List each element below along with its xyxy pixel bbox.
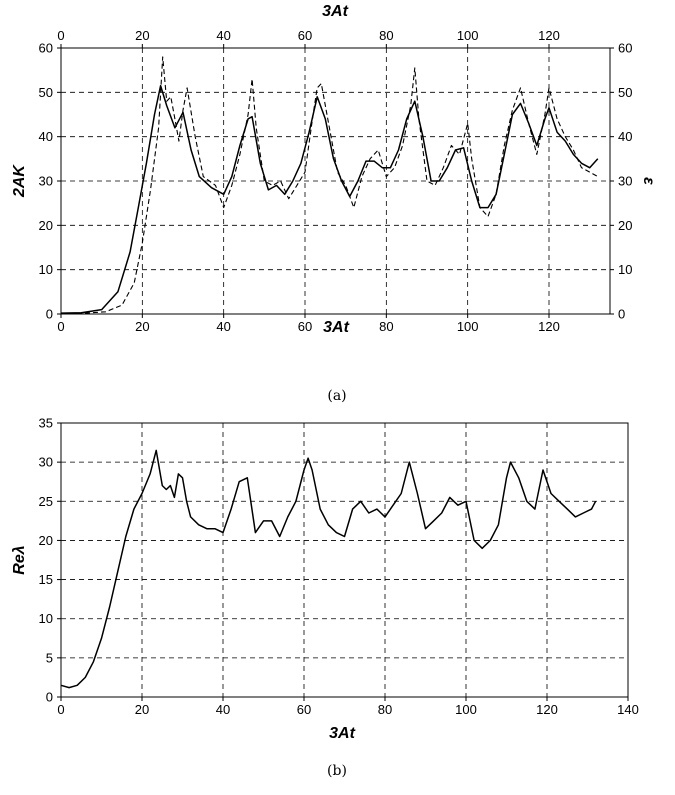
x-tick-label: 60 — [298, 319, 312, 334]
chart-a-caption: (a) — [327, 388, 346, 404]
x-top-tick-label: 120 — [538, 28, 560, 43]
chart-a-right-y-axis-title: ε — [640, 177, 657, 185]
chart-b: 0 20 40 60 80 100 120 140 0 5 10 15 20 25 30 35 3At Reλ… — [11, 416, 639, 780]
y-right-tick-label: 40 — [618, 129, 632, 144]
y-tick-label: 25 — [39, 494, 53, 509]
x-tick-label: 40 — [216, 702, 230, 717]
y-tick-label: 35 — [39, 416, 53, 431]
x-top-tick-label: 80 — [379, 28, 393, 43]
x-tick-label: 80 — [379, 319, 393, 334]
series-line-dashed — [60, 56, 599, 315]
series-line-solid — [60, 84, 599, 314]
x-top-tick-label: 0 — [57, 28, 64, 43]
y-right-tick-label: 20 — [618, 218, 632, 233]
x-tick-label: 120 — [536, 702, 558, 717]
y-tick-label: 20 — [39, 218, 53, 233]
y-tick-label: 10 — [39, 611, 53, 626]
x-tick-label: 120 — [538, 319, 560, 334]
x-tick-label: 20 — [135, 319, 149, 334]
x-tick-label: 100 — [457, 319, 479, 334]
y-right-tick-label: 10 — [618, 262, 632, 277]
y-right-tick-label: 60 — [618, 41, 632, 56]
y-tick-label: 0 — [46, 307, 53, 322]
x-tick-label: 100 — [455, 702, 477, 717]
x-top-tick-label: 20 — [135, 28, 149, 43]
x-top-tick-label: 60 — [298, 28, 312, 43]
y-tick-label: 30 — [39, 174, 53, 189]
x-top-tick-label: 40 — [216, 28, 230, 43]
series-line-solid — [60, 449, 597, 689]
chart-a-series — [60, 56, 599, 315]
x-tick-label: 140 — [617, 702, 639, 717]
chart-a-left-y-axis-title: 2AK — [11, 164, 28, 198]
y-tick-label: 20 — [39, 533, 53, 548]
y-tick-label: 50 — [39, 85, 53, 100]
y-tick-label: 30 — [39, 455, 53, 470]
y-right-tick-label: 30 — [618, 174, 632, 189]
chart-b-caption: (b) — [327, 763, 347, 779]
chart-b-x-axis-title: 3At — [329, 725, 355, 742]
x-tick-label: 60 — [297, 702, 311, 717]
chart-b-y-axis-title: Reλ — [11, 545, 28, 574]
x-tick-label: 0 — [57, 702, 64, 717]
y-tick-label: 5 — [46, 650, 53, 665]
chart-a-grid — [61, 48, 610, 314]
chart-b-series — [60, 449, 597, 689]
y-tick-label: 0 — [46, 690, 53, 705]
x-tick-label: 80 — [378, 702, 392, 717]
chart-a-bottom-x-axis-title: 3At — [323, 319, 349, 336]
chart-b-grid — [61, 423, 628, 697]
x-top-tick-label: 100 — [457, 28, 479, 43]
chart-a-top-x-axis-title: 3At — [322, 3, 348, 20]
y-tick-label: 15 — [39, 572, 53, 587]
chart-b-plot-frame — [60, 422, 629, 698]
chart-b-ticks: 0 20 40 60 80 100 120 140 0 5 10 15 20 25 30 35 — [39, 416, 639, 718]
x-tick-label: 0 — [57, 319, 64, 334]
x-tick-label: 40 — [216, 319, 230, 334]
y-tick-label: 10 — [39, 262, 53, 277]
y-tick-label: 60 — [39, 41, 53, 56]
y-right-tick-label: 50 — [618, 85, 632, 100]
x-tick-label: 20 — [135, 702, 149, 717]
y-tick-label: 40 — [39, 129, 53, 144]
y-right-tick-label: 0 — [618, 307, 625, 322]
